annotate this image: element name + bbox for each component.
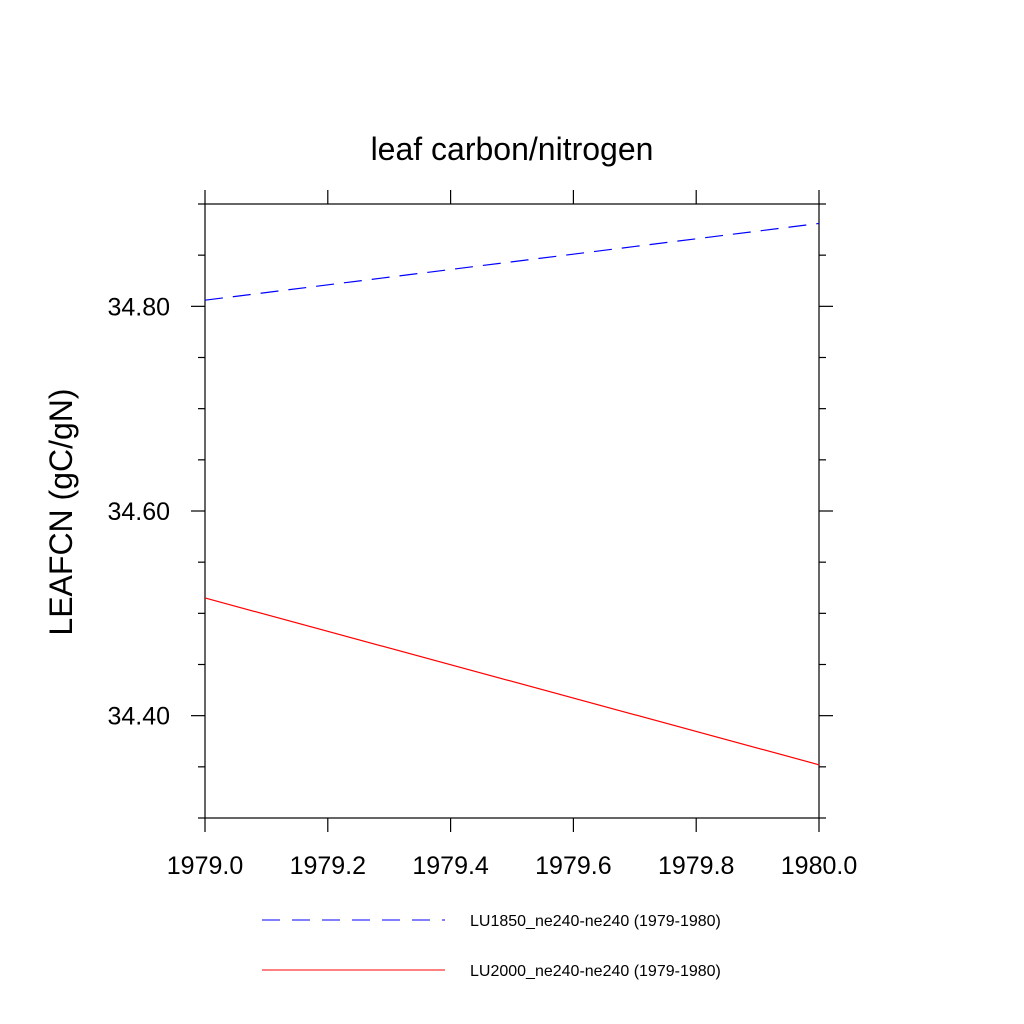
series-line-2	[204, 597, 820, 766]
x-tick-label: 1979.4	[412, 852, 489, 880]
legend: LU1850_ne240-ne240 (1979-1980) LU2000_ne2…	[262, 913, 721, 980]
x-tick-label: 1979.2	[290, 852, 366, 880]
x-tick-label: 1980.0	[781, 852, 857, 880]
x-tick-label: 1979.6	[535, 852, 611, 880]
plot-area	[204, 203, 820, 819]
legend-label-1: LU1850_ne240-ne240 (1979-1980)	[470, 913, 721, 930]
series-line-1	[204, 222, 820, 301]
y-tick-label: 34.80	[107, 293, 170, 321]
plot-frame	[204, 203, 820, 819]
y-axis-label: LEAFCN (gC/gN)	[43, 388, 79, 635]
x-tick-label: 1979.8	[658, 852, 734, 880]
x-tick-label: 1979.0	[167, 852, 243, 880]
y-tick-label: 34.40	[107, 703, 170, 731]
legend-label-2: LU2000_ne240-ne240 (1979-1980)	[470, 963, 721, 980]
ticks-layer: 1979.0 1979.2 1979.4 1979.6 1979.8 1980.0 34.4…	[107, 190, 857, 880]
y-tick-label: 34.60	[107, 498, 170, 526]
chart-title: leaf carbon/nitrogen	[371, 131, 654, 167]
series-layer	[204, 222, 820, 766]
